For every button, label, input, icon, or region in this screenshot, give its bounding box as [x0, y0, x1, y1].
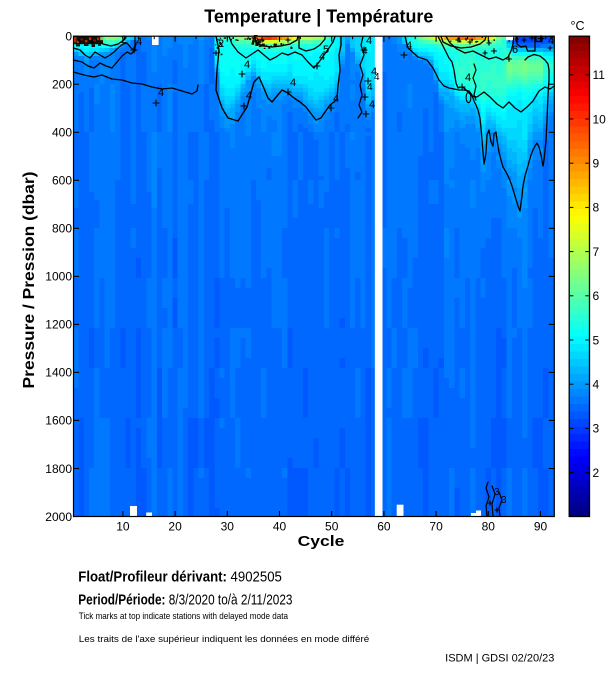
svg-text:2: 2 [593, 466, 600, 480]
svg-text:6: 6 [512, 44, 518, 56]
svg-text:600: 600 [52, 174, 72, 188]
svg-text:4: 4 [369, 99, 375, 111]
svg-text:4: 4 [367, 82, 373, 93]
svg-text:6: 6 [593, 289, 600, 303]
svg-text:1200: 1200 [45, 318, 72, 332]
svg-text:5: 5 [323, 44, 329, 56]
svg-text:10: 10 [116, 520, 130, 534]
svg-text:4: 4 [333, 93, 339, 105]
svg-text:1600: 1600 [45, 414, 72, 428]
svg-text:4: 4 [593, 378, 600, 392]
svg-text:50: 50 [325, 520, 339, 534]
svg-text:30: 30 [221, 520, 235, 534]
svg-text:4: 4 [371, 66, 377, 78]
svg-text:90: 90 [534, 520, 548, 534]
svg-text:5: 5 [593, 333, 600, 347]
svg-text:Pressure / Pression (dbar): Pressure / Pression (dbar) [20, 172, 38, 389]
svg-text:1000: 1000 [45, 270, 72, 284]
svg-text:4: 4 [406, 40, 412, 52]
svg-text:7: 7 [593, 245, 600, 259]
svg-text:4: 4 [366, 35, 372, 47]
svg-text:800: 800 [52, 222, 72, 236]
svg-text:200: 200 [52, 78, 72, 92]
svg-text:5: 5 [253, 34, 259, 45]
svg-text:1800: 1800 [45, 462, 72, 476]
svg-text:Period/Période: 8/3/2020 to/à: Period/Période: 8/3/2020 to/à 2/11/2023 [78, 591, 292, 608]
svg-text:4: 4 [290, 77, 296, 89]
svg-text:9: 9 [593, 157, 600, 171]
svg-text:8: 8 [593, 201, 600, 215]
svg-text:80: 80 [482, 520, 496, 534]
svg-text:4: 4 [548, 35, 554, 47]
svg-text:3: 3 [593, 422, 600, 436]
svg-text:1400: 1400 [45, 366, 72, 380]
svg-text:4: 4 [136, 36, 142, 48]
svg-text:Float/Profileur dérivant: 4902: Float/Profileur dérivant: 4902505 [78, 568, 282, 585]
svg-text:4: 4 [246, 90, 252, 102]
svg-text:4: 4 [374, 72, 380, 83]
svg-text:40: 40 [273, 520, 287, 534]
svg-text:60: 60 [377, 520, 391, 534]
svg-text:Cycle: Cycle [298, 533, 345, 550]
svg-text:4: 4 [362, 46, 368, 57]
svg-text:3: 3 [501, 495, 507, 506]
svg-text:2: 2 [121, 34, 127, 46]
svg-text:2000: 2000 [45, 510, 72, 524]
svg-text:20: 20 [168, 520, 182, 534]
svg-text:400: 400 [52, 126, 72, 140]
svg-text:4: 4 [158, 87, 164, 99]
svg-text:10: 10 [593, 112, 607, 126]
svg-text:70: 70 [429, 520, 443, 534]
svg-text:Tick marks at top indicate sta: Tick marks at top indicate stations with… [79, 610, 288, 621]
svg-text:4: 4 [244, 59, 250, 71]
svg-text:Temperature | Température: Temperature | Température [204, 5, 433, 26]
svg-text:2: 2 [218, 38, 224, 50]
svg-text:4: 4 [465, 72, 471, 84]
svg-text:0: 0 [65, 30, 72, 44]
svg-text:Les traits de l'axe supérieur: Les traits de l'axe supérieur indiquent … [79, 634, 369, 645]
svg-text:ISDM | GDSI 02/20/23: ISDM | GDSI 02/20/23 [445, 653, 554, 665]
svg-text:3: 3 [494, 487, 500, 498]
svg-text:11: 11 [593, 68, 606, 82]
svg-text:4: 4 [319, 51, 325, 63]
svg-text:°C: °C [571, 19, 585, 33]
